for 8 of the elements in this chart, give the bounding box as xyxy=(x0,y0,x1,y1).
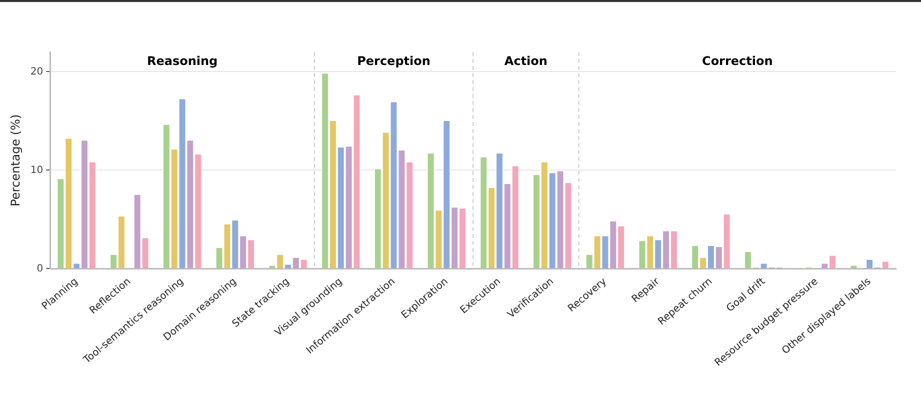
y-tick-label: 20 xyxy=(30,66,44,78)
y-tick-label: 0 xyxy=(36,263,44,274)
y-axis-title: Percentage (%) xyxy=(8,114,22,206)
annotation: Perception xyxy=(357,54,430,68)
annotation: Reasoning xyxy=(146,54,218,68)
annotation: Action xyxy=(504,54,548,68)
annotation: Correction xyxy=(702,54,773,68)
y-tick-label: 10 xyxy=(30,164,44,176)
